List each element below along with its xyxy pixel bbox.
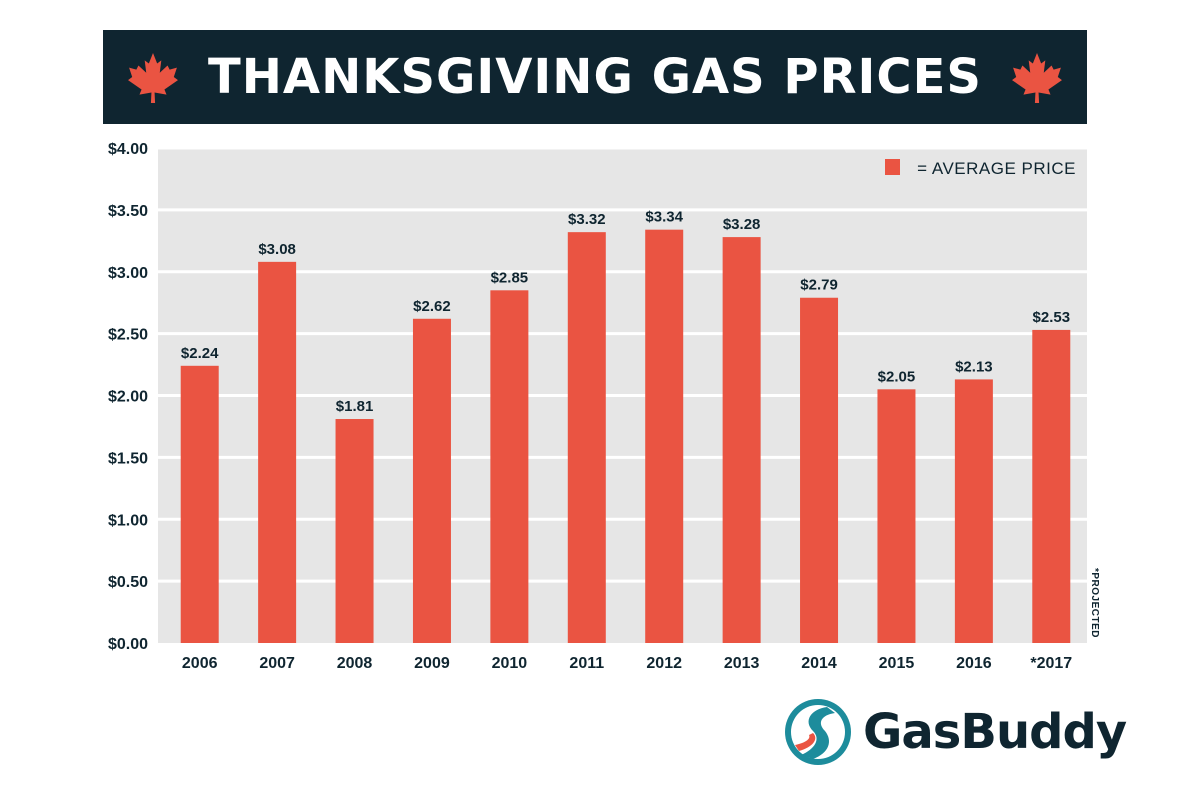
data-label: $2.85	[491, 269, 529, 286]
data-label: $2.53	[1033, 309, 1071, 326]
y-tick-label: $3.50	[108, 203, 148, 220]
x-tick-label: 2007	[259, 655, 295, 672]
legend-label: = AVERAGE PRICE	[917, 159, 1076, 178]
bar	[954, 379, 993, 643]
data-label: $2.62	[413, 298, 451, 315]
bar	[1032, 329, 1071, 643]
data-label: $2.05	[878, 368, 916, 385]
gasbuddy-logo-icon	[785, 699, 851, 765]
data-label: $3.08	[258, 241, 296, 258]
x-tick-label: 2015	[879, 655, 915, 672]
x-tick-label: 2013	[724, 655, 760, 672]
data-label: $1.81	[336, 398, 374, 415]
y-tick-label: $1.50	[108, 450, 148, 467]
projected-note: *PROJECTED	[1089, 568, 1100, 638]
maple-leaf-icon	[128, 53, 178, 103]
bar	[800, 297, 839, 643]
bar	[722, 237, 761, 643]
data-label: $3.34	[645, 209, 683, 226]
title-banner: THANKSGIVING GAS PRICES	[103, 30, 1087, 124]
y-tick-label: $2.00	[108, 389, 148, 406]
bar	[412, 318, 451, 643]
x-tick-label: 2011	[569, 655, 604, 672]
gasbuddy-logo: GasBuddy	[783, 697, 1127, 769]
bar	[645, 229, 684, 644]
x-tick-label: 2012	[646, 655, 682, 672]
y-tick-label: $4.00	[108, 141, 148, 158]
page-title: THANKSGIVING GAS PRICES	[208, 49, 982, 105]
legend-swatch	[885, 159, 900, 175]
bar	[258, 261, 297, 643]
data-label: $3.28	[723, 216, 761, 233]
bar	[335, 419, 374, 643]
y-tick-label: $0.00	[108, 636, 148, 653]
bar	[180, 365, 219, 643]
data-label: $3.32	[568, 211, 606, 228]
chart-legend: = AVERAGE PRICE	[885, 159, 1076, 178]
bar	[877, 389, 916, 643]
y-tick-label: $2.50	[108, 327, 148, 344]
data-label: $2.79	[800, 277, 838, 294]
x-tick-label: 2006	[182, 655, 218, 672]
y-tick-label: $3.00	[108, 265, 148, 282]
data-label: $2.13	[955, 358, 993, 375]
y-tick-label: $0.50	[108, 574, 148, 591]
bar	[490, 290, 529, 643]
x-tick-label: 2008	[337, 655, 373, 672]
bar	[567, 232, 606, 643]
x-tick-label: 2010	[492, 655, 528, 672]
y-tick-label: $1.00	[108, 512, 148, 529]
maple-leaf-icon	[1012, 53, 1062, 103]
x-tick-label: 2014	[801, 655, 837, 672]
x-tick-label: 2009	[414, 655, 450, 672]
data-label: $2.24	[181, 345, 219, 362]
x-tick-label: 2016	[956, 655, 992, 672]
brand-name: GasBuddy	[863, 704, 1127, 760]
x-tick-label: *2017	[1030, 655, 1072, 672]
